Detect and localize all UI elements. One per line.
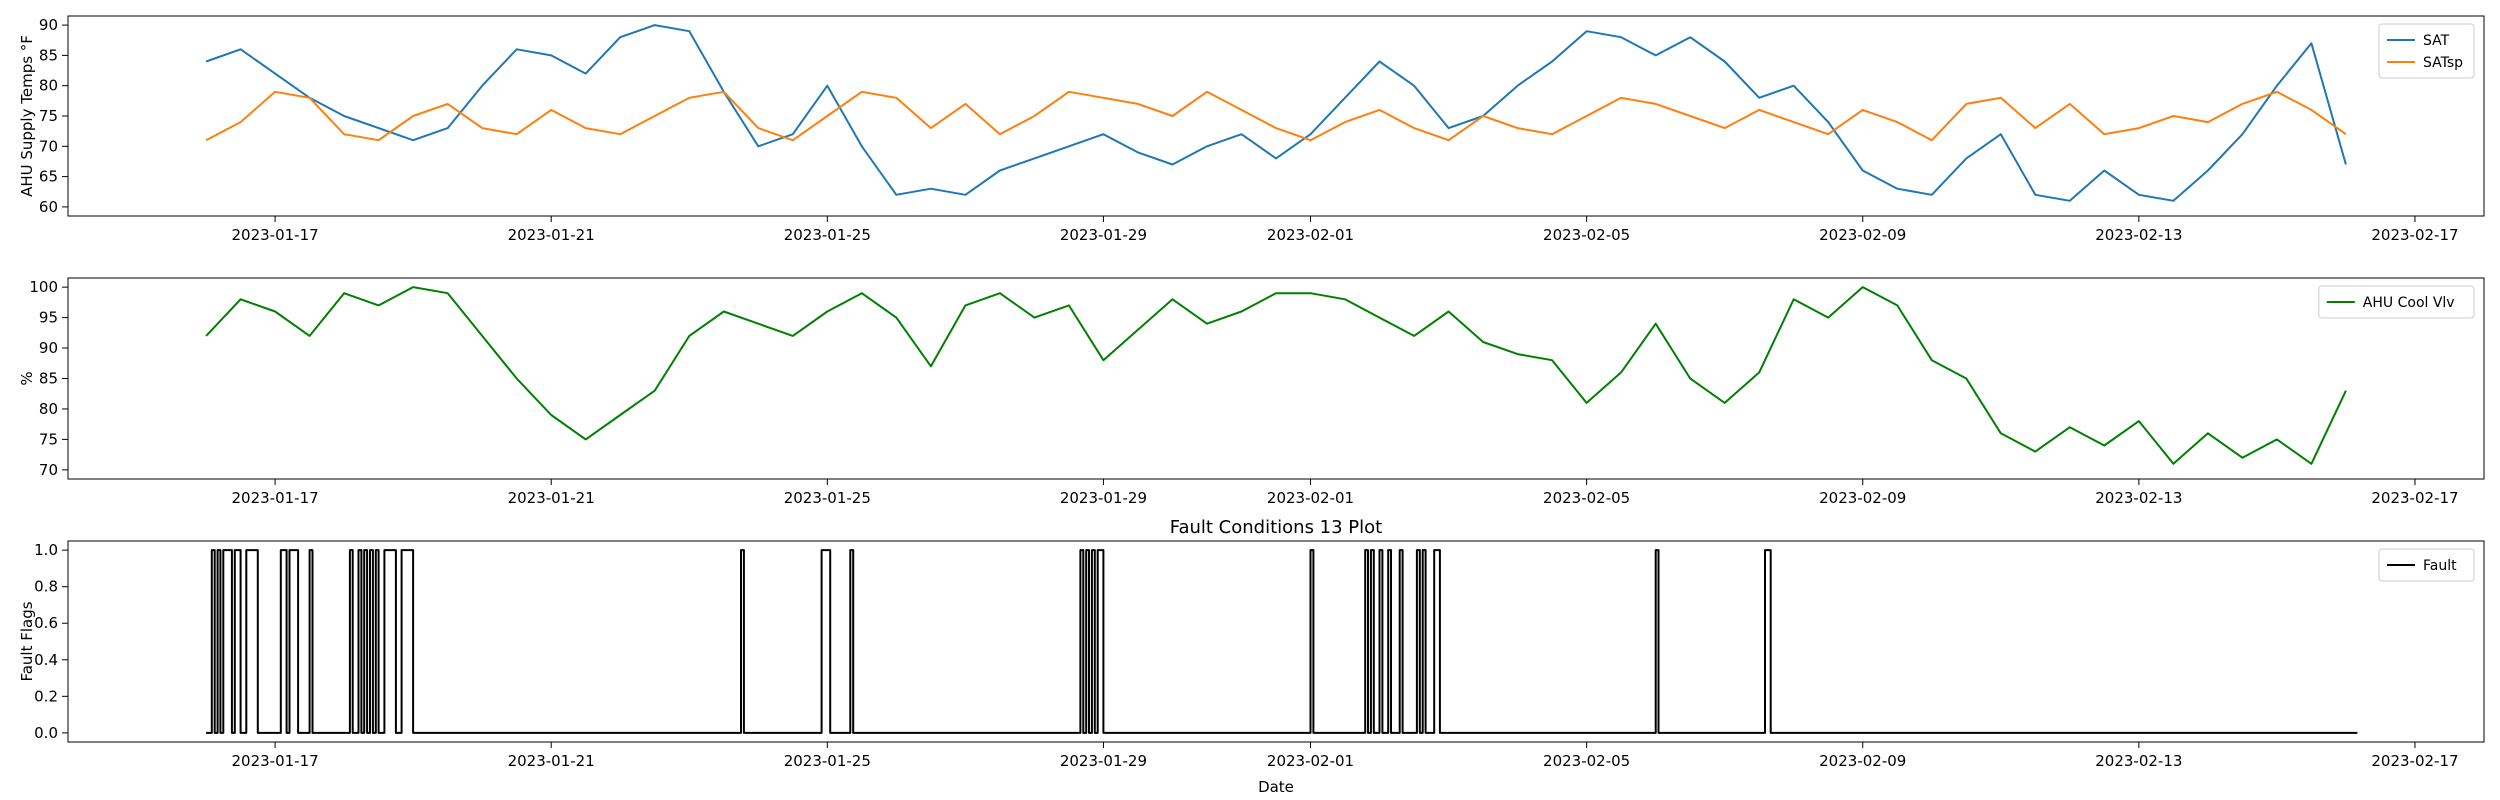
x-tick-label: 2023-01-25 — [784, 752, 871, 770]
y-tick-label: 1.0 — [34, 541, 58, 559]
y-tick-label: 0.6 — [34, 614, 58, 632]
x-tick-label: 2023-01-29 — [1060, 752, 1147, 770]
x-tick-label: 2023-01-21 — [508, 752, 595, 770]
x-tick-label: 2023-01-29 — [1060, 489, 1147, 507]
x-tick-label: 2023-02-13 — [2095, 752, 2182, 770]
panel-cool-valve: 2023-01-17 2023-01-21 2023-01-25 2023-01-29… — [18, 277, 2485, 507]
y-tick-label: 85 — [39, 46, 58, 64]
x-tick-label: 2023-01-25 — [784, 226, 871, 244]
y-tick-label: 70 — [39, 461, 58, 479]
x-tick-label: 2023-02-13 — [2095, 489, 2182, 507]
chart-title: Fault Conditions 13 Plot — [1170, 517, 1382, 538]
series-line-satsp — [205, 90, 2347, 142]
x-tick-label: 2023-02-09 — [1819, 226, 1906, 244]
series-line-fault — [206, 549, 2358, 734]
panel-supply-temps: 2023-01-17 2023-01-21 2023-01-25 2023-01-29… — [18, 15, 2485, 244]
y-axis-label: AHU Supply Temps °F — [18, 35, 36, 197]
series-line-sat — [205, 24, 2347, 202]
y-tick-label: 80 — [39, 77, 58, 95]
x-tick-label: 2023-02-09 — [1819, 752, 1906, 770]
x-tick-label: 2023-02-17 — [2371, 489, 2458, 507]
x-tick-label: 2023-02-01 — [1267, 489, 1354, 507]
plot-frame — [67, 277, 2485, 480]
y-tick-label: 90 — [39, 339, 58, 357]
x-tick-label: 2023-01-17 — [231, 489, 318, 507]
y-tick-label: 0.2 — [34, 687, 58, 705]
y-tick-label: 60 — [39, 198, 58, 216]
x-axis-label: Date — [1258, 778, 1294, 796]
x-tick-label: 2023-01-21 — [508, 226, 595, 244]
plot-frame — [67, 15, 2485, 217]
x-tick-label: 2023-02-05 — [1543, 226, 1630, 244]
x-tick-label: 2023-02-01 — [1267, 752, 1354, 770]
legend-box — [2378, 548, 2475, 582]
y-tick-label: 100 — [29, 278, 58, 296]
x-tick-label: 2023-02-01 — [1267, 226, 1354, 244]
x-tick-label: 2023-02-13 — [2095, 226, 2182, 244]
x-tick-label: 2023-02-17 — [2371, 752, 2458, 770]
y-tick-label: 0.8 — [34, 578, 58, 596]
y-tick-label: 0.0 — [34, 724, 58, 742]
y-tick-label: 65 — [39, 168, 58, 186]
legend-entry: AHU Cool Vlv — [2363, 295, 2455, 311]
y-tick-label: 95 — [39, 309, 58, 327]
legend-entry: SAT — [2423, 33, 2450, 49]
y-axis-label: Fault Flags — [18, 601, 36, 681]
x-tick-label: 2023-01-21 — [508, 489, 595, 507]
plot-frame — [67, 540, 2485, 743]
legend-entry: SATsp — [2423, 55, 2463, 71]
x-tick-label: 2023-01-17 — [231, 226, 318, 244]
panel-fault-flags: 2023-01-17 2023-01-21 2023-01-25 2023-01-29… — [18, 517, 2485, 796]
y-tick-label: 70 — [39, 137, 58, 155]
y-tick-label: 75 — [39, 107, 58, 125]
x-tick-label: 2023-01-17 — [231, 752, 318, 770]
x-tick-label: 2023-02-09 — [1819, 489, 1906, 507]
x-tick-label: 2023-01-29 — [1060, 226, 1147, 244]
legend-box — [2378, 23, 2475, 79]
legend-entry: Fault — [2423, 558, 2457, 574]
x-tick-label: 2023-02-05 — [1543, 752, 1630, 770]
x-tick-label: 2023-01-25 — [784, 489, 871, 507]
y-tick-label: 80 — [39, 400, 58, 418]
legend-box — [2318, 285, 2475, 319]
y-tick-label: 0.4 — [34, 651, 58, 669]
y-tick-label: 85 — [39, 370, 58, 388]
y-tick-label: 75 — [39, 430, 58, 448]
series-line-ahu-cool-vlv — [205, 286, 2347, 465]
y-tick-label: 90 — [39, 16, 58, 34]
y-axis-label: % — [18, 371, 36, 385]
x-tick-label: 2023-02-05 — [1543, 489, 1630, 507]
x-tick-label: 2023-02-17 — [2371, 226, 2458, 244]
